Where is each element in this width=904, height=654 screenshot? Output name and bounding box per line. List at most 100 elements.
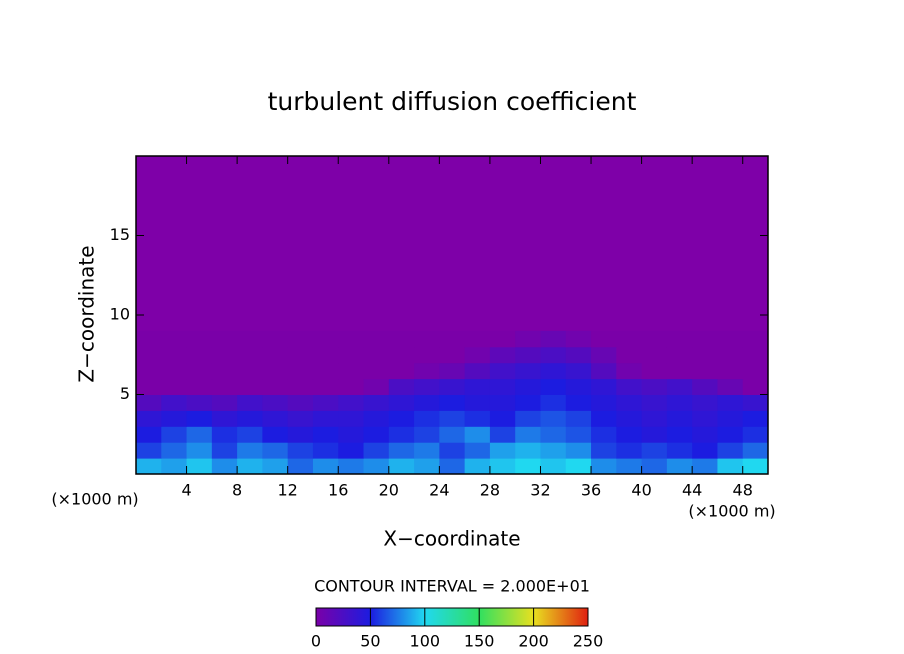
heatmap-cell [186, 346, 213, 364]
plot-area [136, 156, 768, 474]
heatmap-cell [338, 410, 365, 427]
heatmap-cell [363, 378, 390, 395]
heatmap-cell [338, 394, 365, 411]
heatmap-cell [439, 426, 466, 443]
heatmap-cell [717, 458, 744, 474]
heatmap-cell [338, 362, 365, 380]
heatmap-cell [211, 362, 238, 380]
heatmap-cell [136, 346, 162, 364]
heatmap-cell [312, 378, 339, 395]
heatmap-cell [692, 362, 718, 380]
heatmap-cell [641, 394, 668, 411]
heatmap-cell [237, 394, 263, 411]
heatmap-cell [414, 458, 440, 474]
heatmap-cell [489, 394, 516, 411]
heatmap-cell [439, 378, 466, 395]
heatmap-cell [666, 410, 693, 427]
heatmap-cell [742, 378, 768, 395]
heatmap-cell [414, 378, 440, 395]
heatmap-cell [464, 394, 491, 411]
heatmap-cell [742, 362, 768, 380]
heatmap-cell [262, 394, 289, 411]
heatmap-cell [161, 346, 188, 364]
heatmap-cell [338, 458, 365, 474]
heatmap-cell [464, 458, 491, 474]
heatmap-cell [262, 442, 289, 459]
heatmap-cell [591, 442, 617, 459]
heatmap-cell [262, 362, 289, 380]
heatmap-cell [515, 378, 541, 395]
heatmap-cell [742, 458, 768, 474]
heatmap-cell [540, 346, 567, 364]
heatmap-cell [692, 458, 718, 474]
heatmap-cell [312, 362, 339, 380]
colorbar-tick-label: 200 [518, 632, 549, 651]
heatmap-cell [489, 362, 516, 380]
heatmap-cell [464, 330, 491, 348]
heatmap-cell [262, 330, 289, 348]
colorbar-tick-label: 100 [410, 632, 441, 651]
heatmap-cell [312, 410, 339, 427]
heatmap-cell [338, 442, 365, 459]
heatmap-cell [262, 410, 289, 427]
heatmap-cell [540, 362, 567, 380]
x-tick-label: 40 [631, 481, 651, 500]
heatmap-cell [262, 426, 289, 443]
x-axis-label: X−coordinate [383, 527, 520, 551]
heatmap-cell [515, 330, 541, 348]
y-tick-label: 15 [110, 225, 130, 244]
heatmap-cell [439, 362, 466, 380]
x-tick-label: 48 [733, 481, 753, 500]
heatmap-cell [186, 426, 213, 443]
heatmap-cell [717, 410, 744, 427]
heatmap-cell [414, 394, 440, 411]
heatmap-cell [489, 442, 516, 459]
heatmap-cell [515, 442, 541, 459]
heatmap-cell [262, 458, 289, 474]
heatmap-cell [161, 394, 188, 411]
heatmap-cell [591, 330, 617, 348]
heatmap-cell [565, 346, 592, 364]
heatmap-cell [641, 378, 668, 395]
heatmap-cell [287, 394, 314, 411]
colorbar-title: CONTOUR INTERVAL = 2.000E+01 [314, 577, 590, 596]
heatmap-cell [338, 346, 365, 364]
heatmap-cell [237, 410, 263, 427]
heatmap-cell [186, 378, 213, 395]
heatmap-cell [515, 394, 541, 411]
heatmap-cell [287, 330, 314, 348]
heatmap-cell [641, 442, 668, 459]
heatmap-cell [186, 442, 213, 459]
heatmap-cell [591, 410, 617, 427]
x-tick-label: 24 [429, 481, 449, 500]
heatmap-cell [136, 362, 162, 380]
heatmap-cell [312, 330, 339, 348]
heatmap-cell [641, 346, 668, 364]
heatmap-cell [161, 378, 188, 395]
heatmap-cell [591, 378, 617, 395]
heatmap-cell [211, 458, 238, 474]
colorbar-tick-label: 250 [573, 632, 604, 651]
heatmap-cell [388, 378, 415, 395]
heatmap-cell [211, 426, 238, 443]
heatmap-cell [666, 362, 693, 380]
heatmap-cell [616, 362, 643, 380]
heatmap-cell [161, 442, 188, 459]
heatmap-cell [591, 346, 617, 364]
heatmap-cell [692, 330, 718, 348]
heatmap-cell [641, 458, 668, 474]
heatmap-cell [515, 362, 541, 380]
heatmap-cell [565, 442, 592, 459]
heatmap-cell [666, 346, 693, 364]
heatmap-cell [616, 458, 643, 474]
heatmap-cell [717, 378, 744, 395]
heatmap-cell [489, 410, 516, 427]
heatmap-cell [237, 458, 263, 474]
heatmap-cell [136, 458, 162, 474]
heatmap-cell [388, 330, 415, 348]
x-tick-label: 8 [232, 481, 242, 500]
heatmap-cell [666, 442, 693, 459]
heatmap-cell [414, 426, 440, 443]
heatmap-cell [186, 458, 213, 474]
